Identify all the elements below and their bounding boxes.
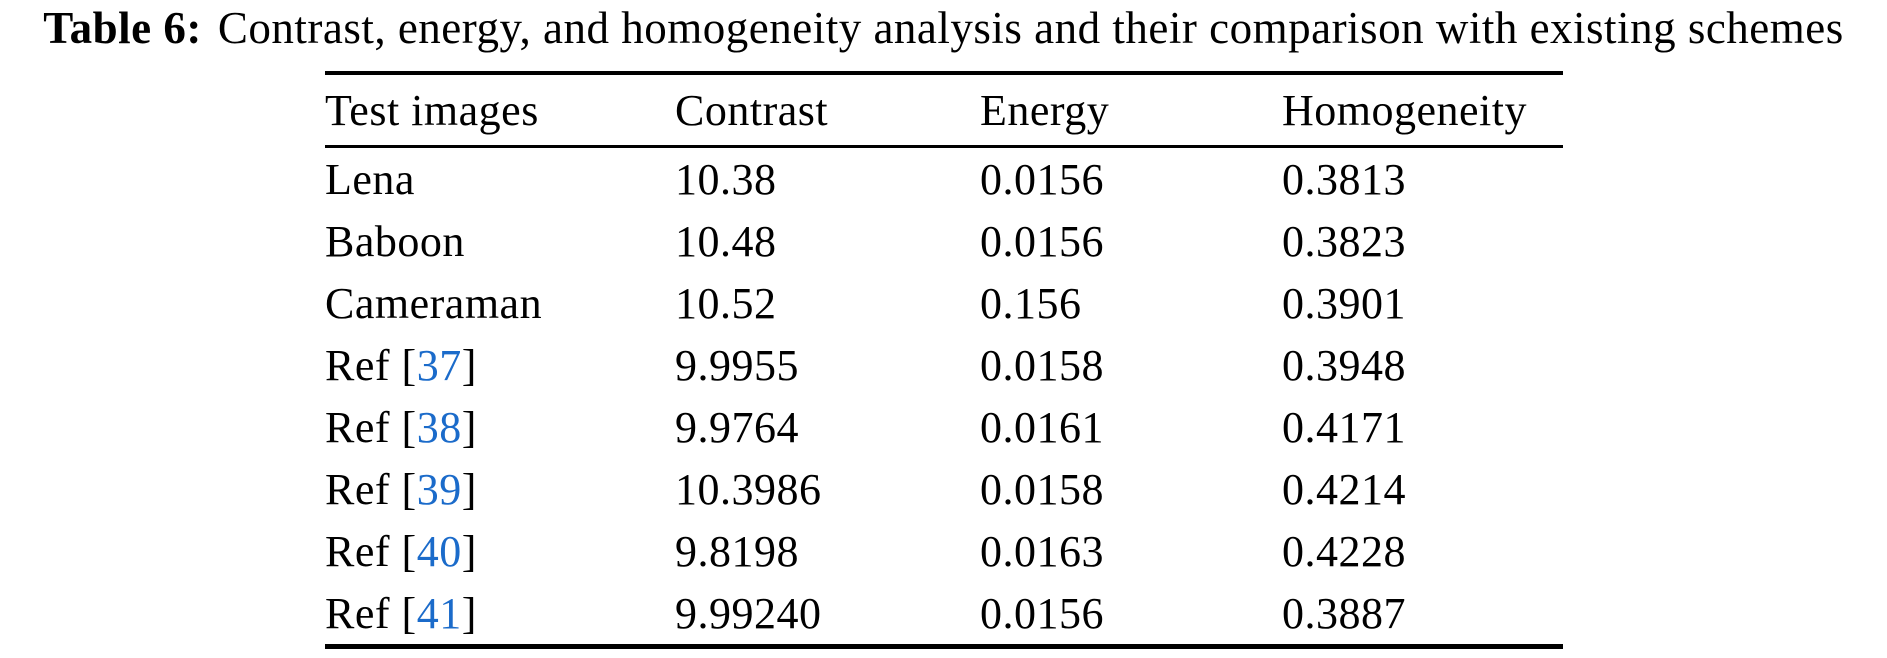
cell-test-image: Ref [37]: [325, 340, 477, 390]
column-header-contrast: Contrast: [675, 73, 980, 148]
header-row: Test images Contrast Energy Homogeneity: [325, 73, 1563, 148]
cell-contrast: 9.9764: [675, 402, 799, 452]
cell-contrast: 10.38: [675, 154, 777, 204]
caption-text: Contrast, energy, and homogeneity analys…: [217, 3, 1844, 53]
table-row: Ref [40] 9.8198 0.0163 0.4228: [325, 520, 1563, 582]
cell-contrast: 10.52: [675, 278, 777, 328]
cell-test-image: Cameraman: [325, 278, 543, 328]
cell-energy: 0.0158: [980, 464, 1104, 514]
cell-test-image: Ref [38]: [325, 402, 477, 452]
table-row: Cameraman 10.52 0.156 0.3901: [325, 272, 1563, 334]
column-header-homogeneity: Homogeneity: [1282, 73, 1563, 148]
table-row: Ref [39] 10.3986 0.0158 0.4214: [325, 458, 1563, 520]
cell-energy: 0.0158: [980, 340, 1104, 390]
cell-energy: 0.0156: [980, 216, 1104, 266]
cell-homogeneity: 0.3901: [1282, 278, 1406, 328]
table-header: Test images Contrast Energy Homogeneity: [325, 73, 1563, 148]
table-row: Ref [37] 9.9955 0.0158 0.3948: [325, 334, 1563, 396]
citation-link[interactable]: 37: [416, 340, 462, 390]
cell-homogeneity: 0.3813: [1282, 154, 1406, 204]
table-row: Ref [38] 9.9764 0.0161 0.4171: [325, 396, 1563, 458]
cell-energy: 0.156: [980, 278, 1082, 328]
cell-test-image: Ref [39]: [325, 464, 477, 514]
table-row: Ref [41] 9.99240 0.0156 0.3887: [325, 582, 1563, 647]
table-row: Baboon 10.48 0.0156 0.3823: [325, 210, 1563, 272]
caption-label: Table 6:: [43, 3, 202, 53]
cell-contrast: 9.9955: [675, 340, 799, 390]
cell-contrast: 10.3986: [675, 464, 822, 514]
cell-contrast: 9.8198: [675, 526, 799, 576]
cell-test-image: Ref [40]: [325, 526, 477, 576]
citation-link[interactable]: 39: [416, 464, 462, 514]
cell-homogeneity: 0.3823: [1282, 216, 1406, 266]
citation-link[interactable]: 40: [416, 526, 462, 576]
table-caption: Table 6: Contrast, energy, and homogeneit…: [0, 2, 1887, 54]
column-header-test-images: Test images: [325, 73, 675, 148]
cell-energy: 0.0161: [980, 402, 1104, 452]
cell-homogeneity: 0.3948: [1282, 340, 1406, 390]
cell-test-image: Lena: [325, 154, 415, 204]
table-row: Lena 10.38 0.0156 0.3813: [325, 147, 1563, 211]
cell-contrast: 9.99240: [675, 588, 822, 638]
cell-homogeneity: 0.4228: [1282, 526, 1406, 576]
cell-energy: 0.0156: [980, 154, 1104, 204]
cell-test-image: Ref [41]: [325, 588, 477, 638]
cell-energy: 0.0156: [980, 588, 1104, 638]
results-table: Test images Contrast Energy Homogeneity …: [325, 71, 1563, 649]
cell-homogeneity: 0.4171: [1282, 402, 1406, 452]
citation-link[interactable]: 41: [416, 588, 462, 638]
column-header-energy: Energy: [980, 73, 1282, 148]
citation-link[interactable]: 38: [416, 402, 462, 452]
cell-energy: 0.0163: [980, 526, 1104, 576]
cell-homogeneity: 0.3887: [1282, 588, 1406, 638]
cell-test-image: Baboon: [325, 216, 465, 266]
table-body: Lena 10.38 0.0156 0.3813 Baboon 10.48 0.0156 0.…: [325, 147, 1563, 647]
cell-contrast: 10.48: [675, 216, 777, 266]
cell-homogeneity: 0.4214: [1282, 464, 1406, 514]
